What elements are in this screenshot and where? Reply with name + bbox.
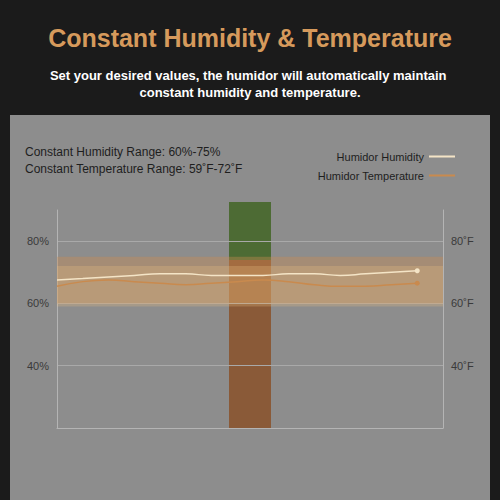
svg-text:Constant Humidity & Temperatur: Constant Humidity & Temperature	[48, 24, 452, 52]
svg-text:Humidor Humidity: Humidor Humidity	[337, 151, 425, 163]
svg-text:80˚F: 80˚F	[451, 235, 474, 247]
svg-text:80%: 80%	[27, 235, 49, 247]
svg-text:Set your desired values, the h: Set your desired values, the humidor wil…	[50, 68, 450, 83]
svg-text:constant humidity and temperat: constant humidity and temperature.	[139, 85, 360, 100]
svg-text:60%: 60%	[27, 297, 49, 309]
svg-text:Constant Temperature Range: 59: Constant Temperature Range: 59˚F-72˚F	[25, 162, 242, 176]
svg-text:40%: 40%	[27, 360, 49, 372]
svg-text:Humidor Temperature: Humidor Temperature	[318, 170, 424, 182]
svg-text:40˚F: 40˚F	[451, 360, 474, 372]
svg-text:Constant Humidity Range: 60%-7: Constant Humidity Range: 60%-75%	[25, 145, 221, 159]
svg-text:60˚F: 60˚F	[451, 297, 474, 309]
